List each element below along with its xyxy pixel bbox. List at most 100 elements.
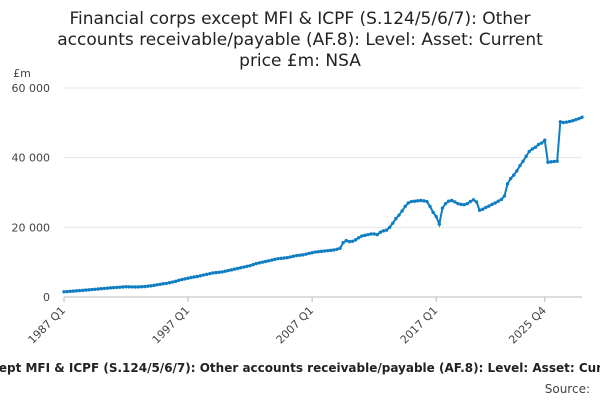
data-point <box>391 221 395 225</box>
data-point <box>195 274 200 279</box>
data-point <box>437 222 442 226</box>
data-point <box>313 250 317 254</box>
data-point <box>456 201 460 206</box>
data-point <box>549 160 553 164</box>
data-point <box>133 285 138 289</box>
chart-title: Financial corps except MFI & ICPF (S.124… <box>57 9 543 71</box>
data-point <box>115 285 119 290</box>
data-point <box>291 254 296 258</box>
data-point <box>316 250 321 254</box>
data-point <box>400 209 404 213</box>
data-point <box>468 199 473 204</box>
data-point <box>459 202 463 207</box>
y-tick-label: 60 000 <box>12 82 51 95</box>
data-point <box>329 248 333 253</box>
data-point <box>394 216 398 221</box>
data-point <box>267 259 271 263</box>
data-point <box>161 282 165 286</box>
data-point <box>263 259 268 264</box>
data-point <box>118 285 122 289</box>
data-point <box>397 213 401 217</box>
data-point <box>270 258 274 262</box>
data-point <box>341 240 345 245</box>
data-point <box>450 198 454 203</box>
data-point <box>552 159 556 164</box>
data-point <box>322 249 327 253</box>
data-point <box>226 268 231 273</box>
data-point <box>304 252 308 256</box>
data-point <box>173 279 178 284</box>
data-point <box>220 270 224 274</box>
data-point <box>152 283 156 288</box>
data-point <box>149 284 153 288</box>
series-line <box>62 115 584 294</box>
data-point <box>415 199 420 203</box>
data-point <box>570 119 575 123</box>
data-point <box>257 261 262 265</box>
data-point <box>574 118 578 122</box>
data-point <box>474 200 479 204</box>
data-point <box>484 205 488 210</box>
data-point <box>248 263 252 268</box>
data-point <box>74 289 79 293</box>
gridlines <box>64 87 582 298</box>
y-axis-ticks: 0 20 000 40 000 60 000 <box>12 82 51 304</box>
data-point <box>121 285 125 289</box>
data-point <box>65 289 69 294</box>
data-point <box>77 288 82 293</box>
data-point <box>443 201 448 206</box>
data-point <box>490 202 494 207</box>
data-point <box>223 269 227 273</box>
data-point <box>344 238 348 243</box>
data-point <box>93 287 97 291</box>
data-point <box>198 274 203 278</box>
data-point <box>406 201 410 205</box>
data-point <box>564 120 569 124</box>
data-point <box>276 256 280 261</box>
data-point <box>177 278 181 282</box>
data-point <box>515 169 519 173</box>
data-point <box>164 281 169 286</box>
x-tick-label: 2007 Q1 <box>274 304 317 347</box>
data-point <box>555 159 559 163</box>
y-axis-unit: £m <box>13 67 31 80</box>
data-point <box>577 116 581 121</box>
data-point <box>487 204 491 208</box>
data-point <box>558 120 562 124</box>
data-point <box>124 285 128 289</box>
data-point <box>155 283 159 287</box>
data-point <box>422 199 426 203</box>
data-point <box>254 261 259 266</box>
data-point <box>146 284 150 288</box>
data-point <box>499 197 504 202</box>
data-point <box>251 262 255 267</box>
data-point <box>189 275 193 280</box>
data-point <box>462 202 466 207</box>
data-point <box>279 256 283 261</box>
data-point <box>524 154 528 158</box>
data-point <box>84 288 88 292</box>
legend-label: Financial corps except MFI & ICPF (S.124… <box>0 361 600 375</box>
data-point <box>338 246 342 250</box>
data-point <box>217 270 221 274</box>
data-point <box>239 266 243 270</box>
data-point <box>108 286 113 290</box>
data-point <box>236 266 240 271</box>
data-point <box>387 225 392 230</box>
data-point <box>325 248 330 253</box>
data-point <box>561 120 566 125</box>
data-point <box>285 255 290 260</box>
data-point <box>332 248 336 252</box>
data-point <box>546 160 550 164</box>
data-point <box>403 204 407 209</box>
data-point <box>350 239 355 243</box>
data-point <box>434 214 438 219</box>
data-point <box>446 199 451 203</box>
data-point <box>521 159 525 163</box>
data-point <box>505 182 510 186</box>
data-point <box>167 281 172 285</box>
data-point <box>130 285 134 289</box>
data-point <box>139 285 144 289</box>
data-point <box>96 287 100 291</box>
